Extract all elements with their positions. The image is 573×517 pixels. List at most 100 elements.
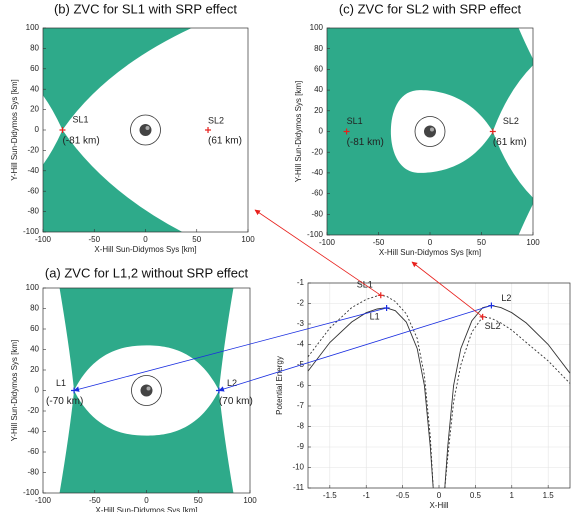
x-tick-label: 0 [428, 238, 433, 247]
x-tick-label: 50 [477, 238, 486, 247]
zvc-region [43, 28, 192, 232]
y-tick-label: -10 [292, 463, 304, 472]
point-note: (70 km) [219, 396, 253, 407]
y-tick-label: 20 [30, 105, 39, 114]
orbit [130, 114, 161, 146]
arrow [73, 307, 387, 392]
point-label: SL1 [72, 114, 88, 124]
y-axis-label: Y-Hill Sun-Didymos Sys [km] [10, 79, 19, 181]
x-tick-label: -100 [319, 238, 336, 247]
x-axis-label: X-Hill Sun-Didymos Sys [km] [95, 506, 197, 512]
y-tick-label: -40 [27, 427, 39, 436]
x-tick-label: 1 [510, 491, 515, 500]
point-label: L2 [501, 293, 511, 303]
y-tick-label: -11 [293, 483, 305, 492]
point-label: L1 [56, 378, 66, 388]
point-note: (-81 km) [347, 137, 384, 148]
y-tick-label: 20 [30, 365, 39, 374]
x-tick-label: 0 [143, 235, 148, 244]
x-tick-label: 0 [144, 496, 149, 505]
point-marker [205, 127, 212, 133]
didymos [139, 124, 152, 136]
y-tick-label: -80 [27, 468, 39, 477]
forbidden-region [59, 390, 234, 493]
y-axis-label: Y-Hill Sun-Didymos Sys [km] [294, 81, 303, 183]
y-tick-label: 40 [30, 345, 39, 354]
y-tick-label: -20 [27, 406, 39, 415]
x-tick-label: -1.5 [323, 491, 337, 500]
zvc-region [59, 288, 234, 493]
point-label: L2 [227, 378, 237, 388]
y-tick-label: 60 [314, 65, 323, 74]
x-tick-label: 100 [526, 238, 540, 247]
y-tick-label: 40 [30, 84, 39, 93]
x-tick-label: 50 [192, 235, 201, 244]
point-marker [377, 292, 384, 299]
x-axis-label: X-Hill [429, 501, 448, 510]
y-tick-label: -100 [23, 227, 40, 236]
didymos [424, 125, 436, 138]
y-tick-label: 20 [314, 106, 323, 115]
y-tick-label: -7 [297, 401, 305, 410]
x-axis-label: X-Hill Sun-Didymos Sys [km] [94, 245, 196, 254]
y-tick-label: -6 [297, 381, 305, 390]
point-label: SL1 [347, 116, 363, 126]
forbidden-region [59, 288, 234, 391]
point-label: L1 [370, 311, 380, 321]
x-axis-label: X-Hill Sun-Didymos Sys [km] [379, 248, 481, 257]
y-tick-label: -60 [27, 447, 39, 456]
y-axis-label: Potential Energy [275, 356, 284, 415]
y-tick-label: -80 [311, 209, 323, 218]
point-note: (-70 km) [46, 396, 83, 407]
point-marker [489, 128, 496, 135]
point-label: SL2 [485, 321, 501, 331]
arrow [254, 209, 382, 296]
x-tick-label: 0 [437, 491, 442, 500]
forbidden-region [43, 28, 192, 130]
orbit [131, 375, 162, 406]
arrow [218, 305, 492, 392]
x-tick-label: 1.5 [543, 491, 555, 500]
y-tick-label: 80 [314, 44, 323, 53]
y-tick-label: -60 [27, 186, 39, 195]
point-label: SL2 [208, 115, 224, 125]
didymos [140, 384, 153, 397]
y-tick-label: -1 [297, 278, 305, 287]
y-tick-label: -100 [23, 488, 40, 497]
didymos-highlight [430, 127, 434, 132]
point-note: (61 km) [493, 137, 527, 148]
y-tick-label: 80 [30, 44, 39, 53]
orbit [414, 116, 446, 147]
y-tick-label: 100 [26, 283, 40, 292]
y-tick-label: 40 [314, 85, 323, 94]
x-tick-label: -0.5 [396, 491, 410, 500]
x-tick-label: -100 [35, 496, 52, 505]
y-tick-label: 80 [30, 304, 39, 313]
x-tick-label: 50 [194, 496, 203, 505]
y-tick-label: -20 [311, 147, 323, 156]
x-tick-label: -100 [35, 235, 52, 244]
x-tick-label: 100 [241, 235, 255, 244]
y-tick-label: -20 [27, 146, 39, 155]
x-tick-label: 100 [243, 496, 257, 505]
y-tick-label: -4 [297, 340, 305, 349]
chart-title: (b) ZVC for SL1 with SRP effect [54, 1, 237, 16]
y-tick-label: 0 [35, 125, 40, 134]
y-tick-label: 100 [26, 23, 40, 32]
didymos-highlight [145, 126, 150, 130]
y-tick-label: -2 [297, 299, 305, 308]
y-tick-label: -80 [27, 207, 39, 216]
potential-curve [307, 294, 571, 489]
chart-title: (c) ZVC for SL2 with SRP effect [339, 1, 522, 16]
y-tick-label: 0 [35, 386, 40, 395]
y-axis-label: Y-Hill Sun-Didymos Sys [km] [10, 340, 19, 442]
point-marker [479, 313, 486, 320]
x-tick-label: 0.5 [470, 491, 482, 500]
y-tick-label: -60 [311, 189, 323, 198]
y-tick-label: -40 [311, 168, 323, 177]
y-tick-label: 100 [310, 23, 324, 32]
y-tick-label: -3 [297, 319, 305, 328]
y-tick-label: -100 [307, 230, 324, 239]
point-label: SL2 [503, 116, 519, 126]
